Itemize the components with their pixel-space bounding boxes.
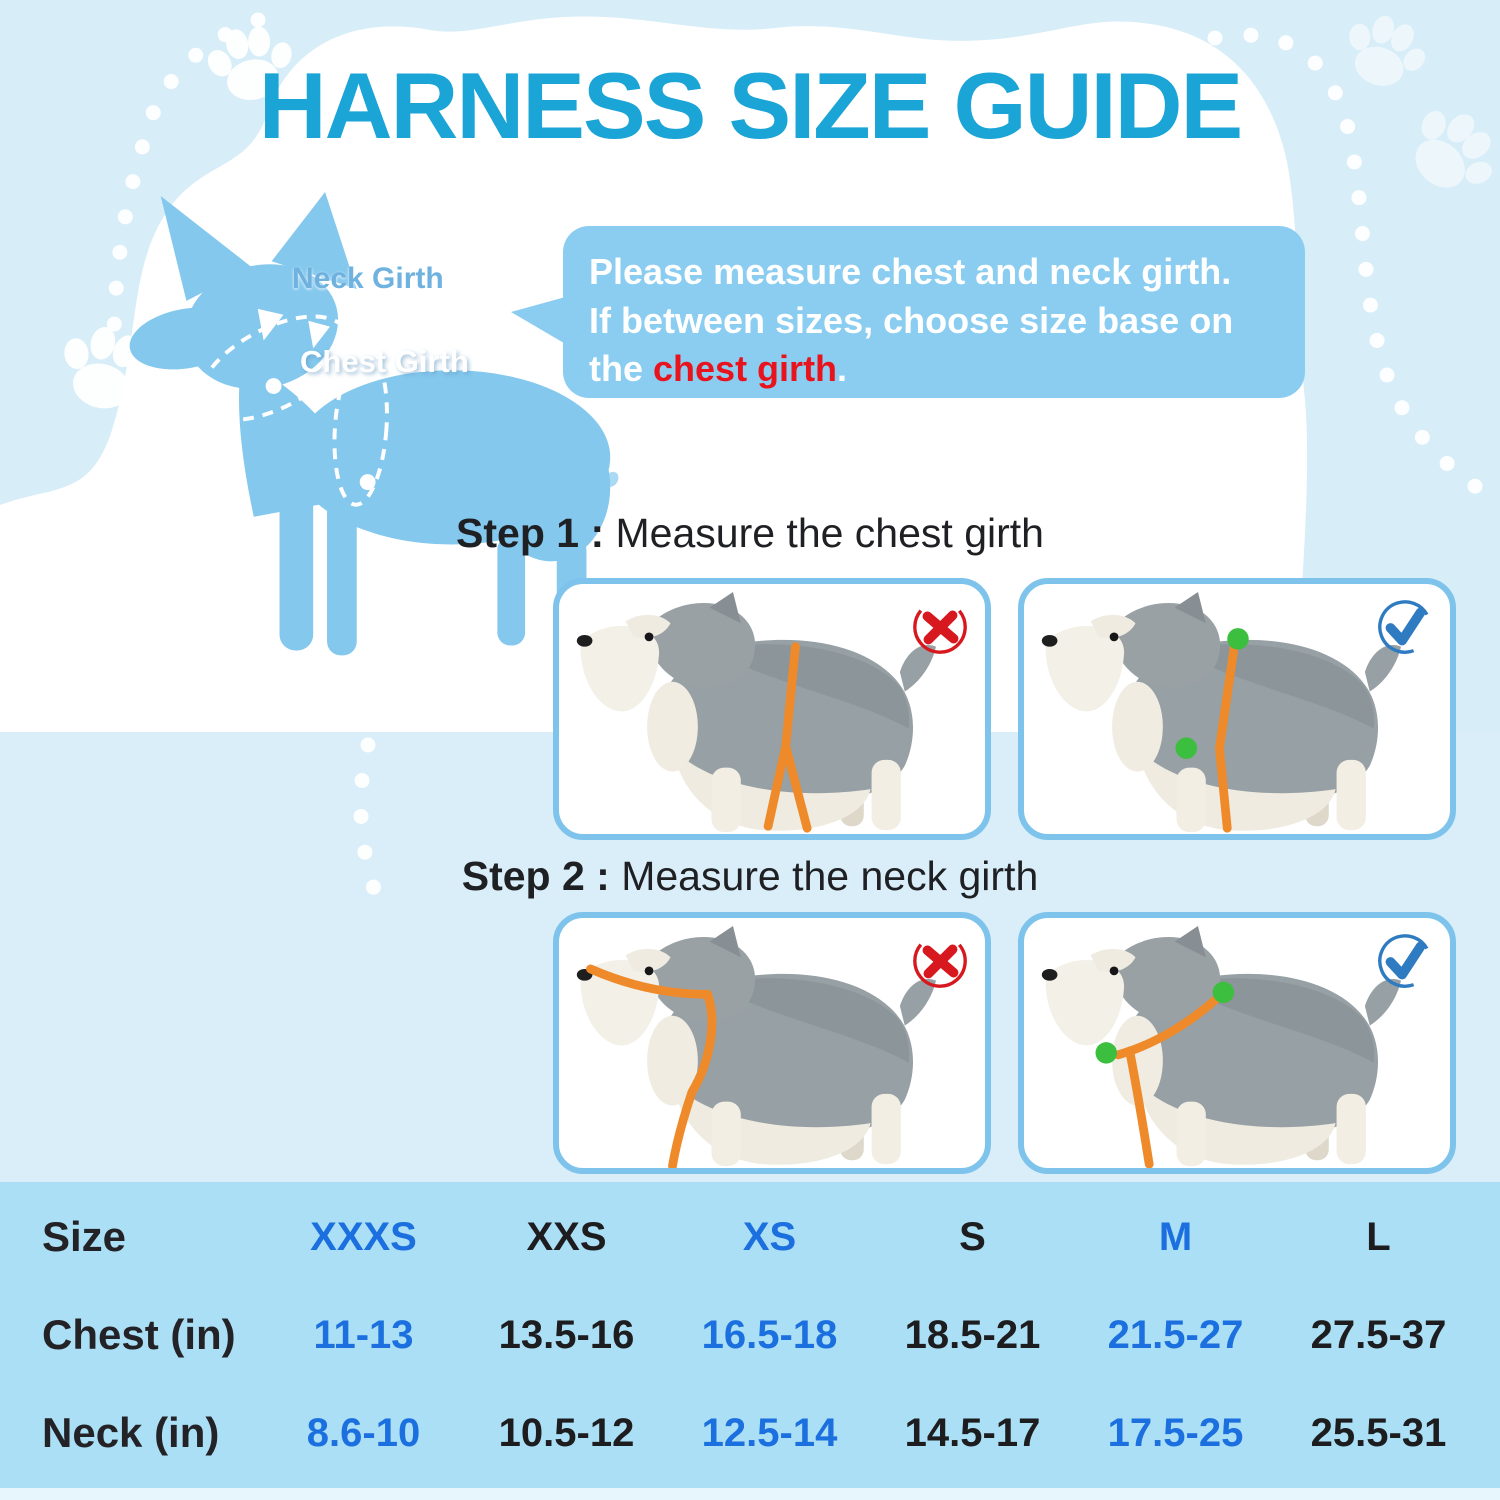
neck-s: 14.5-17: [904, 1410, 1041, 1455]
step2-label: Step 2 :: [461, 853, 610, 899]
bubble-chest-girth-highlight: chest girth: [653, 348, 838, 390]
dog-photo: [563, 926, 983, 1168]
green-marker-dot: [1212, 981, 1235, 1004]
x-mark-icon: [909, 930, 971, 992]
chest-xs: 16.5-18: [701, 1312, 838, 1357]
size-table: Size XXXS XXS XS S M L Chest (in) 11-13 …: [0, 1182, 1500, 1488]
neck-xs: 12.5-14: [701, 1410, 838, 1455]
background-table-band: [0, 1182, 1500, 1488]
step1-title: Measure the chest girth: [604, 510, 1044, 556]
page-title: HARNESS SIZE GUIDE: [258, 53, 1244, 158]
chest-arrow-icon: [308, 320, 331, 349]
size-xxxs: XXXS: [310, 1214, 417, 1259]
x-mark-icon: [909, 596, 971, 658]
check-mark-icon: [1374, 596, 1436, 658]
chest-girth-ellipse: [332, 348, 389, 507]
chest-girth-point: [359, 474, 376, 491]
step2-title: Measure the neck girth: [609, 853, 1039, 899]
step1-label: Step 1 :: [456, 510, 605, 556]
size-row-label: Size: [42, 1213, 127, 1260]
measuring-tape: [1113, 991, 1224, 1168]
chest-xxxs: 11-13: [313, 1312, 414, 1357]
neck-arrow-icon: [257, 308, 284, 341]
neck-girth-ellipse: [197, 314, 350, 422]
neck-m: 17.5-25: [1107, 1410, 1244, 1455]
measuring-tape: [1215, 636, 1240, 833]
dog-photo: [563, 592, 983, 833]
bubble-tail: [511, 296, 569, 346]
chest-row-label: Chest (in): [42, 1311, 236, 1358]
bubble-line3-prefix: the: [589, 348, 654, 390]
chest-s: 18.5-21: [904, 1312, 1041, 1357]
chest-girth-label: Chest Girth: [300, 344, 469, 379]
neck-girth-label: Neck Girth: [292, 262, 444, 295]
dog-photo: [1028, 926, 1448, 1168]
measuring-tape: [763, 642, 812, 833]
dog-photo: [1028, 592, 1448, 833]
size-l: L: [1366, 1214, 1391, 1259]
step1-heading: Step 1 : Measure the chest girth: [0, 510, 1500, 557]
green-marker-dot: [1175, 737, 1198, 759]
neck-xxs: 10.5-12: [498, 1410, 635, 1455]
neck-girth-point: [265, 378, 282, 394]
green-marker-dot: [1227, 628, 1249, 650]
step2-heading: Step 2 : Measure the neck girth: [0, 853, 1500, 900]
chest-l: 27.5-37: [1310, 1312, 1447, 1357]
check-mark-icon: [1374, 930, 1436, 992]
size-s: S: [959, 1214, 986, 1259]
step1-wrong-card: [553, 578, 991, 840]
neck-row-label: Neck (in): [42, 1409, 220, 1456]
step2-right-card: [1018, 912, 1456, 1174]
size-xxs: XXS: [526, 1214, 607, 1259]
size-m: M: [1158, 1214, 1193, 1259]
neck-l: 25.5-31: [1310, 1410, 1447, 1455]
dog-silhouette-diagram: [129, 191, 627, 656]
chest-xxs: 13.5-16: [498, 1312, 635, 1357]
size-xs: XS: [742, 1214, 797, 1259]
background-bottom-strip: [0, 1488, 1500, 1500]
chest-m: 21.5-27: [1107, 1312, 1244, 1357]
scatter-dots: [343, 24, 1218, 150]
bubble-line2: If between sizes, choose size base on: [589, 299, 1234, 341]
green-marker-dot: [1095, 1042, 1117, 1064]
paw-dot-trails: [106, 12, 1500, 903]
measure-tip-bubble: Please measure chest and neck girth. If …: [511, 226, 1305, 398]
step2-wrong-card: [553, 912, 991, 1174]
neck-xxxs: 8.6-10: [306, 1410, 421, 1455]
bubble-line1: Please measure chest and neck girth.: [589, 251, 1232, 292]
bubble-line3-suffix: .: [837, 348, 848, 390]
measuring-tape: [586, 964, 717, 1168]
step1-right-card: [1018, 578, 1456, 840]
